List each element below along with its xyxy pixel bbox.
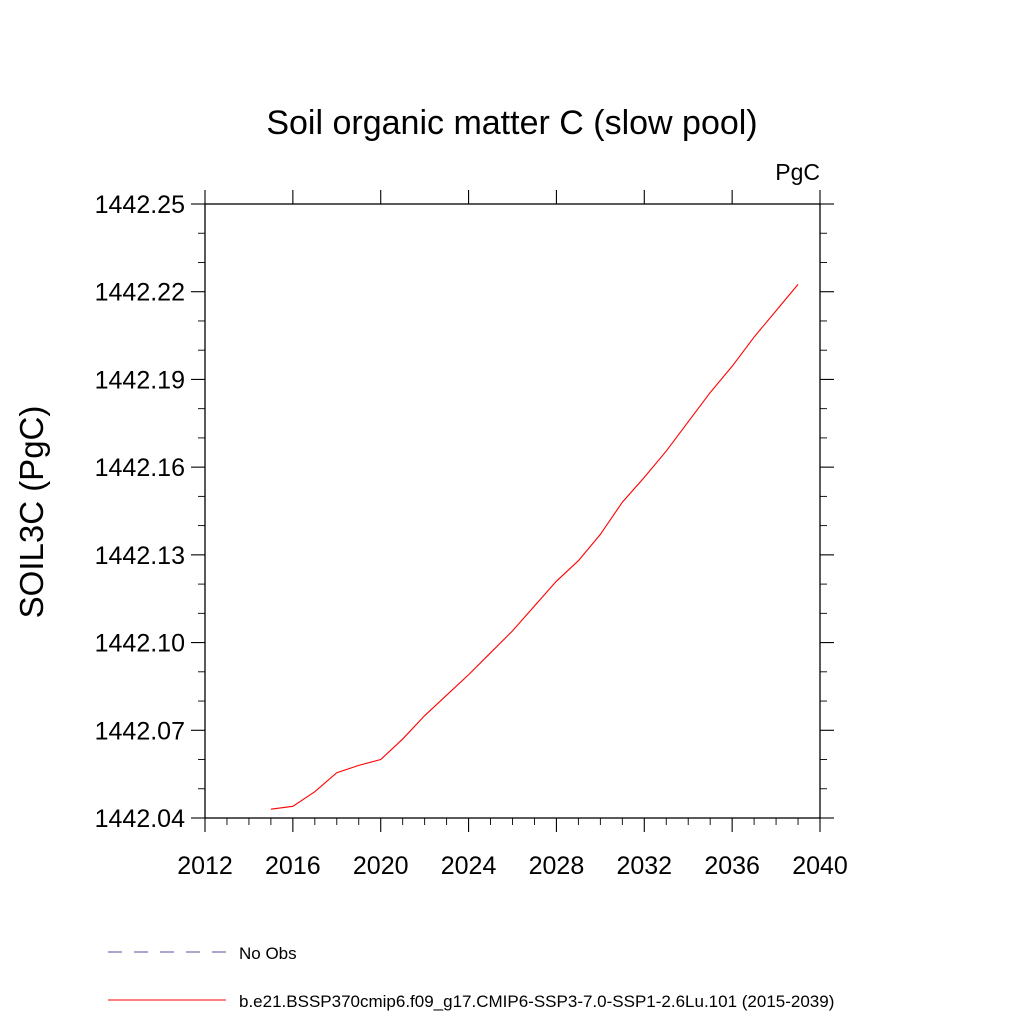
x-tick-label: 2012 bbox=[177, 852, 233, 880]
chart-title: Soil organic matter C (slow pool) bbox=[266, 104, 757, 142]
plot-axes: 2012 2016 2020 2024 2028 2032 2036 2040 1442.04 1… bbox=[95, 190, 848, 880]
x-tick-label: 2040 bbox=[792, 852, 848, 880]
legend: No Obs b.e21.BSSP370cmip6.f09_g17.CMIP6-S… bbox=[108, 944, 834, 1011]
plot-frame bbox=[204, 203, 821, 819]
units-label: PgC bbox=[775, 159, 820, 185]
y-tick-label: 1442.13 bbox=[95, 542, 185, 570]
series-line-0 bbox=[270, 284, 799, 810]
y-tick-label: 1442.25 bbox=[95, 191, 185, 219]
x-tick-label: 2028 bbox=[529, 852, 585, 880]
y-tick-label: 1442.16 bbox=[95, 454, 185, 482]
y-tick-label: 1442.19 bbox=[95, 366, 185, 394]
x-tick-label: 2020 bbox=[353, 852, 409, 880]
legend-label-0: No Obs bbox=[239, 944, 297, 963]
y-tick-label: 1442.07 bbox=[95, 717, 185, 745]
x-tick-label: 2032 bbox=[616, 852, 672, 880]
x-tick-label: 2024 bbox=[441, 852, 497, 880]
y-tick-label: 1442.22 bbox=[95, 279, 185, 307]
y-tick-label: 1442.10 bbox=[95, 630, 185, 658]
y-tick-label: 1442.04 bbox=[95, 805, 185, 833]
legend-label-1: b.e21.BSSP370cmip6.f09_g17.CMIP6-SSP3-7.… bbox=[239, 992, 834, 1011]
series-layer bbox=[270, 284, 799, 810]
x-tick-label: 2016 bbox=[265, 852, 321, 880]
y-axis-label: SOIL3C (PgC) bbox=[13, 406, 50, 619]
x-tick-label: 2036 bbox=[704, 852, 760, 880]
